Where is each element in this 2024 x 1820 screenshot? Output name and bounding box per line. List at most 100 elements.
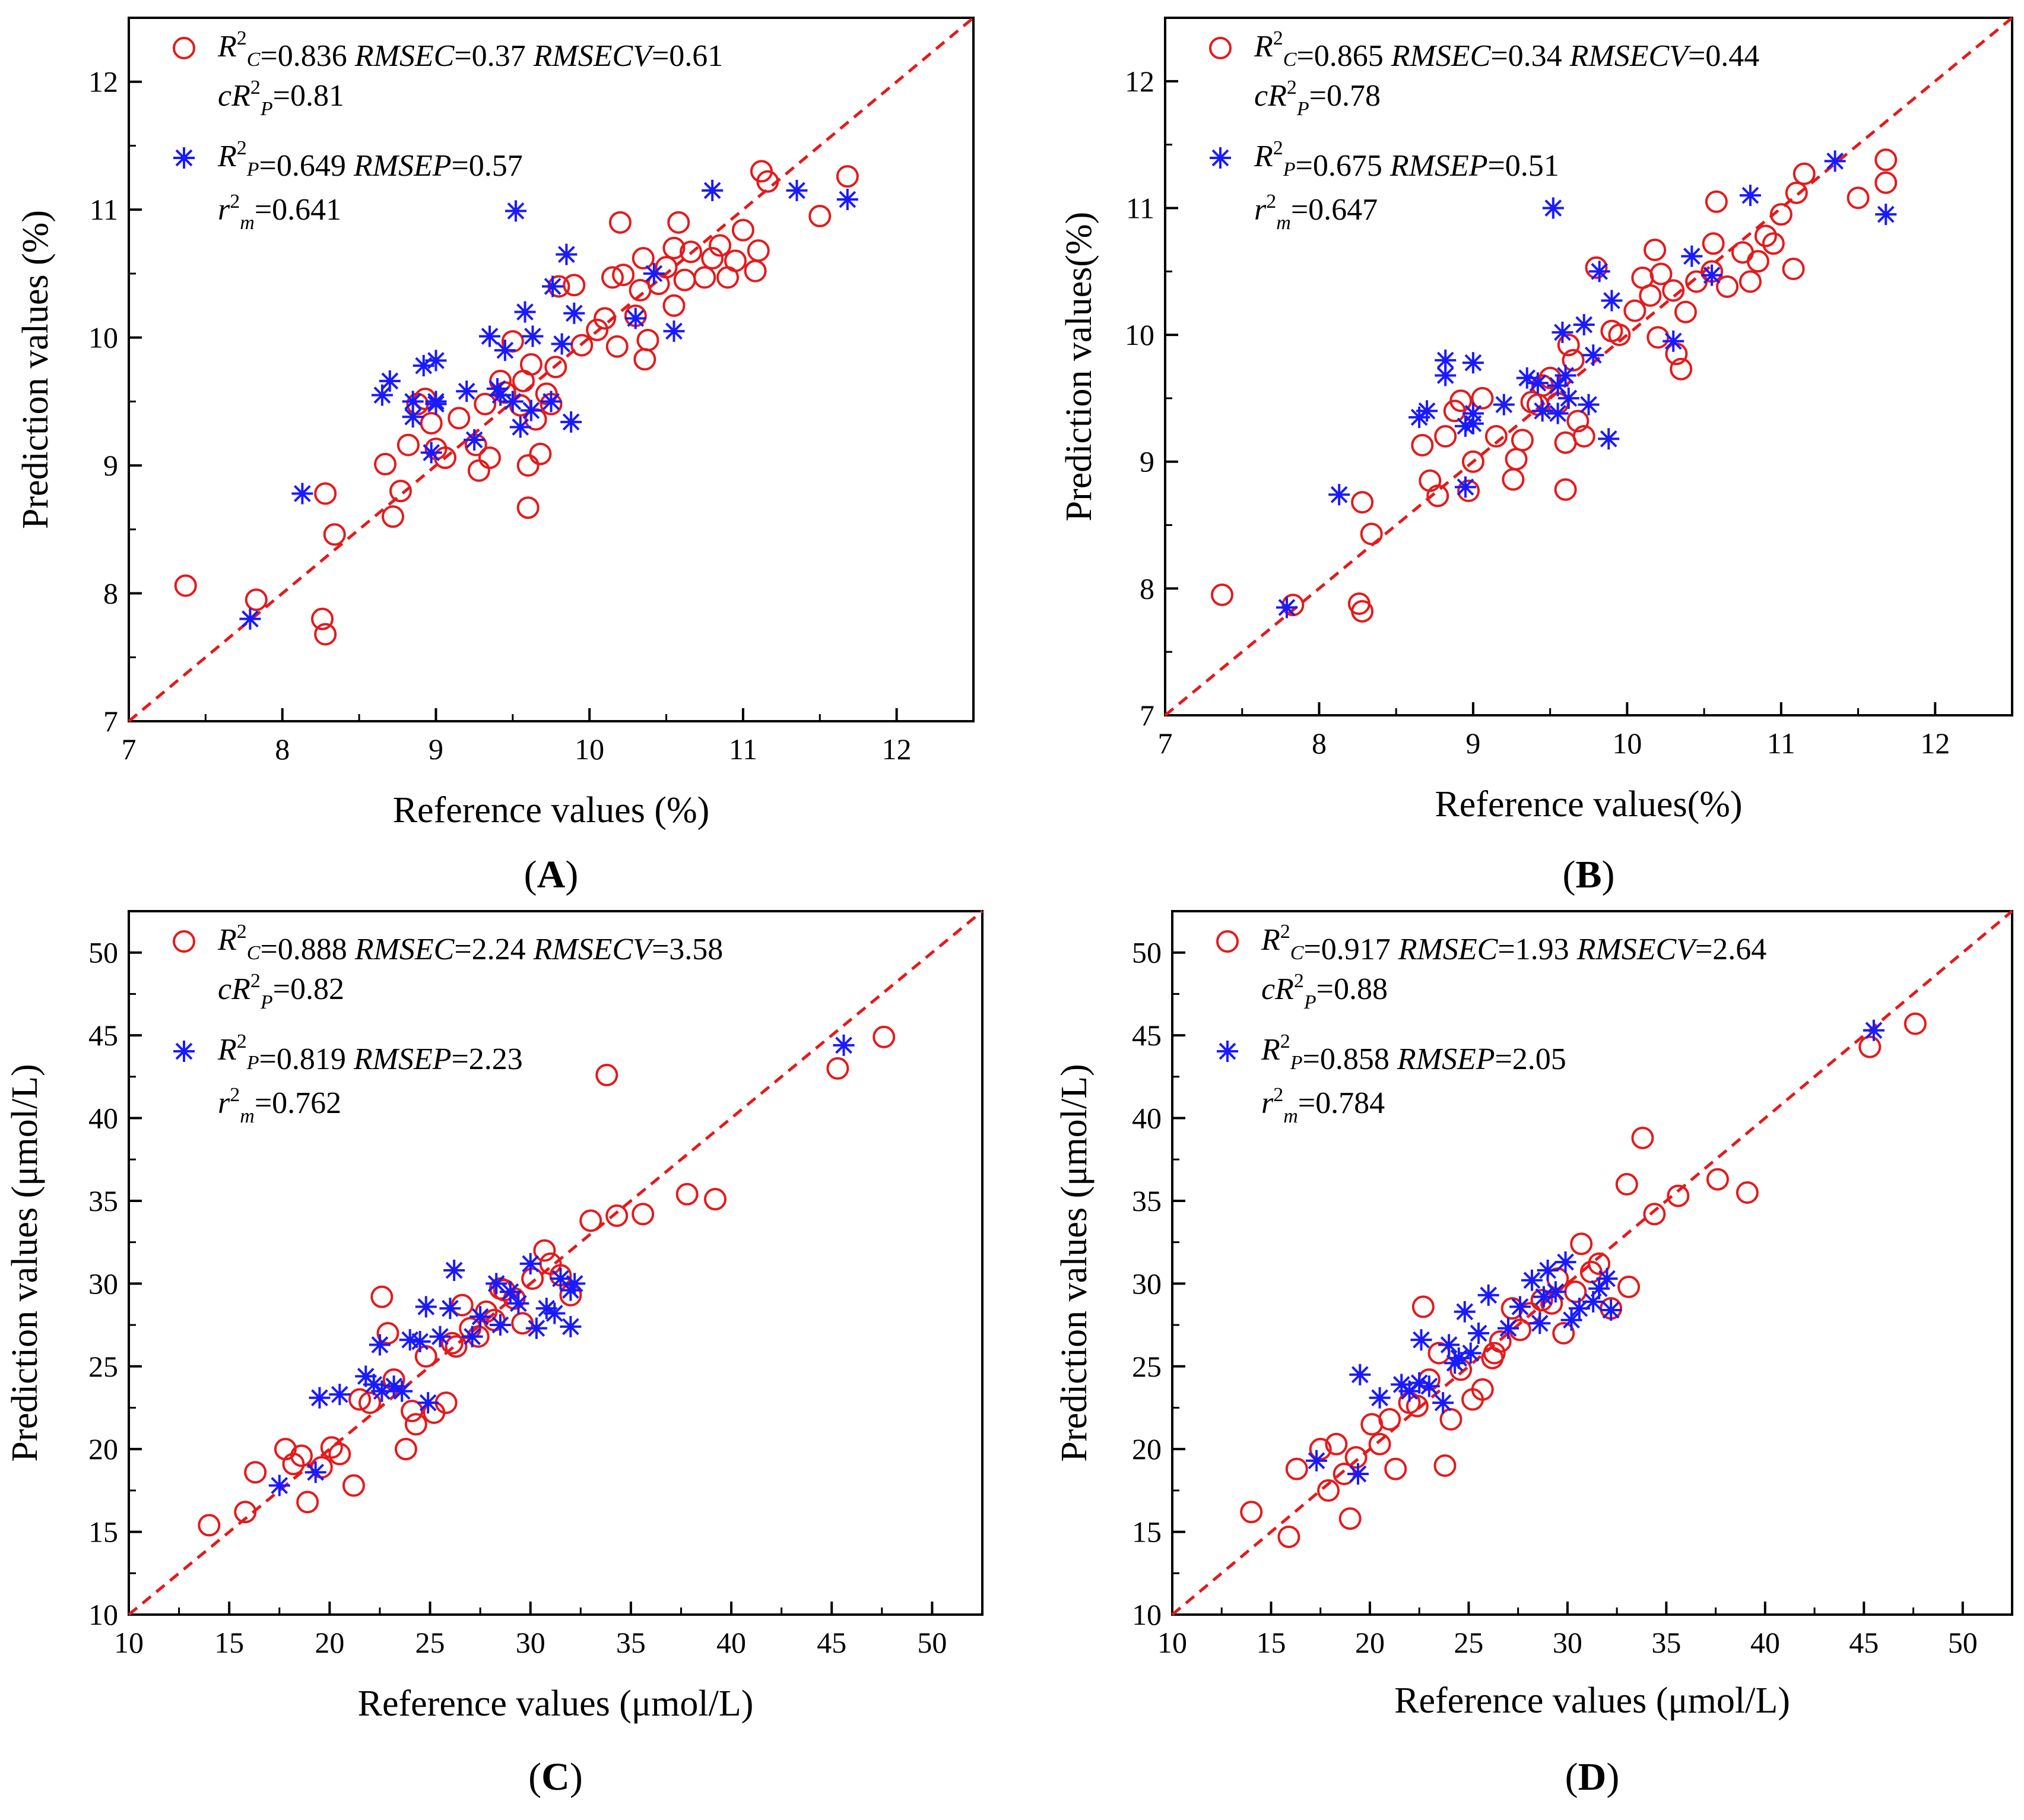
panel-c-legend-calibration-value: =3.58 bbox=[652, 933, 723, 966]
panel-a-prediction-point bbox=[490, 384, 512, 406]
panel-c-legend-r2m: r2m=0.762 bbox=[218, 1084, 341, 1127]
panel-c-y-tick-label: 15 bbox=[88, 1515, 118, 1549]
panel-a-calibration-point bbox=[314, 623, 337, 646]
panel-b-prediction-point bbox=[1435, 349, 1457, 371]
panel-a-legend-sup: 2 bbox=[250, 77, 261, 99]
panel-c-calibration-point bbox=[826, 1057, 849, 1080]
panel-d-calibration-point bbox=[1433, 1454, 1457, 1477]
panel-a-y-tick-label: 8 bbox=[103, 577, 118, 610]
panel-c-ideal-line bbox=[128, 910, 984, 1616]
panel-d-calibration-point bbox=[1530, 1289, 1553, 1312]
panel-b-prediction-point bbox=[1462, 352, 1484, 374]
panel-d-legend-r2m: r2m=0.784 bbox=[1261, 1084, 1385, 1127]
panel-a-prediction-point bbox=[702, 179, 724, 201]
panel-d-y-tick-label: 50 bbox=[1132, 936, 1162, 969]
panel-d-y-tick-label: 45 bbox=[1132, 1019, 1162, 1052]
panel-b-calibration-point bbox=[1639, 284, 1662, 307]
panel-b-prediction-point bbox=[1435, 364, 1457, 386]
panel-c-calibration-point bbox=[290, 1444, 313, 1467]
panel-d-prediction-point bbox=[1588, 1277, 1610, 1299]
panel-c-calibration-point bbox=[440, 1331, 464, 1355]
panel-c-legend-calibration-metric-name: RMSEC bbox=[354, 933, 455, 966]
panel-a-prediction-point bbox=[486, 378, 508, 399]
panel-c-calibration-point bbox=[595, 1064, 618, 1087]
panel-d-series-prediction bbox=[1306, 1019, 1885, 1485]
panel-a-calibration-point bbox=[478, 446, 502, 470]
panel-d-calibration-point bbox=[1540, 1292, 1563, 1315]
panel-a-legend-calibration-value: =0.61 bbox=[652, 39, 723, 73]
panel-d-y-tick-label: 30 bbox=[1132, 1267, 1162, 1300]
panel-d-x-axis-title: Reference values (μmol/L) bbox=[1394, 1681, 1790, 1721]
panel-b-prediction-point bbox=[1276, 597, 1297, 619]
panel-b-legend-calibration-metric-name: RMSECV bbox=[1569, 39, 1692, 73]
panel-c-series-prediction bbox=[268, 1034, 855, 1496]
panel-a-prediction-point bbox=[624, 307, 646, 329]
panel-d-legend-prediction-stats: R2P=0.858 RMSEP=2.05 bbox=[1261, 1031, 1566, 1076]
panel-a-calibration-point bbox=[314, 482, 337, 505]
panel-a-legend-sup: 2 bbox=[237, 137, 247, 159]
panel-a-legend: R2C=0.836 RMSEC=0.37 RMSECV=0.61cR2P=0.8… bbox=[173, 27, 723, 234]
panel-b-calibration-point bbox=[1505, 448, 1528, 471]
panel-b-legend-prediction-marker bbox=[1210, 147, 1231, 169]
panel-b-calibration-point bbox=[1662, 279, 1685, 302]
panel-c-legend: R2C=0.888 RMSEC=2.24 RMSECV=3.58cR2P=0.8… bbox=[173, 921, 723, 1127]
panel-c-prediction-point bbox=[439, 1298, 461, 1320]
panel-d-label: (D) bbox=[1565, 1755, 1620, 1799]
panel-d-calibration-point bbox=[1564, 1280, 1587, 1304]
panel-b-calibration-point bbox=[1785, 181, 1808, 204]
panel-a-calibration-point bbox=[516, 454, 540, 477]
panel-b-prediction-point bbox=[1555, 364, 1576, 386]
panel-c-calibration-point bbox=[521, 1267, 544, 1290]
panel-c-legend-sup: 2 bbox=[230, 1084, 240, 1106]
panel-c-prediction-point bbox=[304, 1461, 326, 1483]
panel-a-calibration-point bbox=[756, 170, 779, 193]
panel-d-calibration-point bbox=[1483, 1342, 1506, 1365]
panel-a-calibration-point bbox=[601, 266, 624, 289]
panel-b-calibration-point bbox=[1647, 326, 1670, 349]
panel-a-calibration-point bbox=[633, 348, 656, 371]
panel-a-label-paren: ) bbox=[565, 853, 578, 896]
panel-a-prediction-point bbox=[520, 399, 542, 421]
panel-b-calibration-point bbox=[1457, 479, 1480, 502]
panel-a-calibration-point bbox=[389, 480, 412, 503]
panel-a-legend-prediction-marker bbox=[173, 147, 195, 169]
panel-d-prediction-point bbox=[1460, 1342, 1481, 1364]
panel-d-legend-r-lower: r bbox=[1261, 1086, 1274, 1120]
panel-c-prediction-point bbox=[525, 1317, 547, 1339]
panel-d-legend-prediction-metric-name: RMSEP bbox=[1397, 1042, 1495, 1076]
panel-d-label-letter: D bbox=[1578, 1755, 1607, 1799]
panel-c-calibration-point bbox=[296, 1491, 319, 1514]
panel-c-x-tick-label: 45 bbox=[817, 1626, 846, 1659]
panel-b-calibration-point bbox=[1572, 425, 1595, 448]
panel-a-legend-calibration-value: =0.836 bbox=[260, 39, 354, 73]
panel-b-legend-cr2p-value: =0.78 bbox=[1309, 79, 1381, 113]
panel-a-legend-prediction-value: =0.649 bbox=[259, 149, 354, 183]
panel-c-y-tick-label: 30 bbox=[88, 1267, 118, 1300]
panel-c-calibration-point bbox=[394, 1438, 417, 1461]
panel-b-calibration-point bbox=[1562, 348, 1585, 372]
panel-d-legend-r: R bbox=[1261, 923, 1280, 957]
panel-b-calibration-point bbox=[1874, 171, 1898, 194]
panel-c-label-paren: ( bbox=[528, 1755, 541, 1799]
panel-a-prediction-point bbox=[505, 200, 526, 222]
panel-d-legend: R2C=0.917 RMSEC=1.93 RMSECV=2.64cR2P=0.8… bbox=[1216, 921, 1766, 1127]
panel-d-y-tick-label: 40 bbox=[1132, 1102, 1162, 1135]
panel-c-y-tick-label: 40 bbox=[88, 1102, 118, 1135]
panel-b-calibration-point bbox=[1705, 190, 1728, 213]
panel-d-calibration-point bbox=[1631, 1126, 1654, 1149]
panel-a-calibration-point bbox=[693, 266, 716, 289]
panel-a-calibration-point bbox=[808, 204, 832, 227]
panel-b-prediction-point bbox=[1516, 367, 1538, 389]
panel-b-prediction-point bbox=[1462, 413, 1484, 435]
panel-b-x-tick-label: 9 bbox=[1465, 727, 1480, 760]
panel-b-prediction-point bbox=[1527, 372, 1549, 394]
panel-c-prediction-point bbox=[415, 1296, 437, 1318]
panel-c-legend-sup: 2 bbox=[237, 921, 247, 943]
panel-d-y-tick-label: 25 bbox=[1132, 1350, 1162, 1383]
panel-b-legend-sub: m bbox=[1276, 212, 1291, 234]
panel-d-calibration-point bbox=[1471, 1378, 1494, 1401]
panel-d-calibration-point bbox=[1643, 1203, 1666, 1226]
panel-c-calibration-point bbox=[445, 1335, 468, 1358]
panel-d-legend-sub: P bbox=[1290, 1052, 1303, 1074]
panel-c-calibration-point bbox=[675, 1182, 699, 1206]
